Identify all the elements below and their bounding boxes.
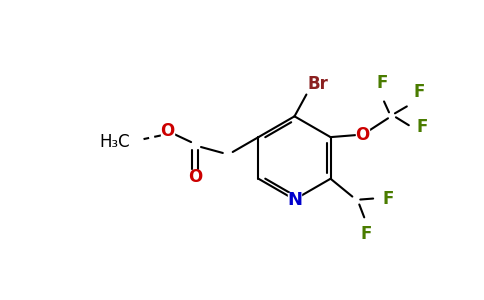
Text: H₃C: H₃C	[99, 133, 130, 151]
Text: O: O	[160, 122, 174, 140]
Bar	[189, 170, 201, 183]
Text: N: N	[287, 190, 302, 208]
Text: Br: Br	[307, 74, 328, 92]
Text: F: F	[414, 83, 425, 101]
Text: O: O	[355, 126, 369, 144]
Text: F: F	[377, 74, 388, 92]
Bar	[287, 193, 302, 206]
Text: O: O	[188, 168, 202, 186]
Text: F: F	[361, 225, 372, 243]
Text: F: F	[382, 190, 393, 208]
Bar	[161, 125, 174, 138]
Text: F: F	[417, 118, 428, 136]
Bar	[356, 129, 369, 142]
